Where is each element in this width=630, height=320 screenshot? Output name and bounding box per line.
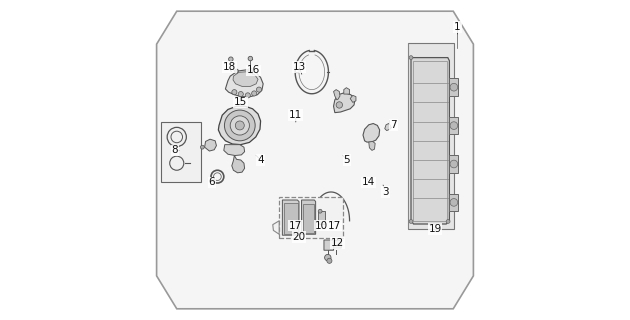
Circle shape <box>450 122 458 130</box>
Circle shape <box>230 116 249 135</box>
Text: 7: 7 <box>390 120 397 130</box>
Text: 17: 17 <box>289 220 302 231</box>
Bar <box>413 61 447 221</box>
Polygon shape <box>302 200 316 234</box>
Circle shape <box>446 220 450 223</box>
Polygon shape <box>226 70 263 97</box>
Bar <box>284 203 298 234</box>
Circle shape <box>409 220 413 223</box>
Text: 16: 16 <box>247 65 260 76</box>
Text: 5: 5 <box>344 155 350 165</box>
Bar <box>408 43 454 229</box>
Polygon shape <box>273 221 279 234</box>
Text: 6: 6 <box>209 177 215 188</box>
Text: 20: 20 <box>292 232 306 242</box>
Polygon shape <box>411 58 449 224</box>
Polygon shape <box>333 90 340 100</box>
Circle shape <box>409 56 413 60</box>
FancyBboxPatch shape <box>279 197 343 238</box>
Bar <box>318 211 324 224</box>
Circle shape <box>229 57 233 61</box>
Bar <box>449 78 459 96</box>
Circle shape <box>450 160 458 168</box>
Bar <box>303 204 314 233</box>
Circle shape <box>450 84 458 91</box>
Bar <box>449 117 459 134</box>
Polygon shape <box>385 124 391 131</box>
Circle shape <box>248 68 252 72</box>
Text: 17: 17 <box>328 220 341 231</box>
Polygon shape <box>333 241 341 248</box>
Polygon shape <box>350 95 356 102</box>
Circle shape <box>224 110 255 141</box>
Text: 12: 12 <box>331 238 344 248</box>
Polygon shape <box>205 139 217 151</box>
Polygon shape <box>333 93 355 113</box>
Polygon shape <box>232 156 244 173</box>
Polygon shape <box>282 200 299 235</box>
Circle shape <box>235 69 239 73</box>
Polygon shape <box>224 145 244 156</box>
Bar <box>161 122 202 182</box>
Circle shape <box>236 121 244 130</box>
Text: 11: 11 <box>289 110 302 120</box>
Text: 18: 18 <box>222 62 236 72</box>
Polygon shape <box>157 11 473 309</box>
Circle shape <box>450 198 458 206</box>
Bar <box>449 155 459 173</box>
Text: 13: 13 <box>292 62 306 72</box>
Text: 1: 1 <box>454 22 461 32</box>
Text: 3: 3 <box>382 187 389 197</box>
Text: 14: 14 <box>362 177 375 188</box>
Polygon shape <box>233 72 258 86</box>
Text: 10: 10 <box>315 220 328 231</box>
Polygon shape <box>363 124 380 142</box>
Circle shape <box>318 209 322 213</box>
Polygon shape <box>324 240 333 250</box>
Text: 8: 8 <box>171 145 178 156</box>
Circle shape <box>324 254 331 261</box>
Circle shape <box>200 145 204 149</box>
Polygon shape <box>219 106 261 145</box>
Circle shape <box>232 90 237 95</box>
Circle shape <box>238 92 243 97</box>
Polygon shape <box>369 141 375 150</box>
Text: 15: 15 <box>234 97 248 108</box>
Circle shape <box>245 93 250 98</box>
Polygon shape <box>344 88 350 94</box>
Bar <box>449 194 459 211</box>
Circle shape <box>327 258 332 263</box>
Text: 19: 19 <box>428 224 442 234</box>
Circle shape <box>251 91 257 96</box>
Circle shape <box>256 87 261 92</box>
Circle shape <box>248 56 253 61</box>
Circle shape <box>336 102 343 108</box>
Text: 4: 4 <box>257 155 264 165</box>
